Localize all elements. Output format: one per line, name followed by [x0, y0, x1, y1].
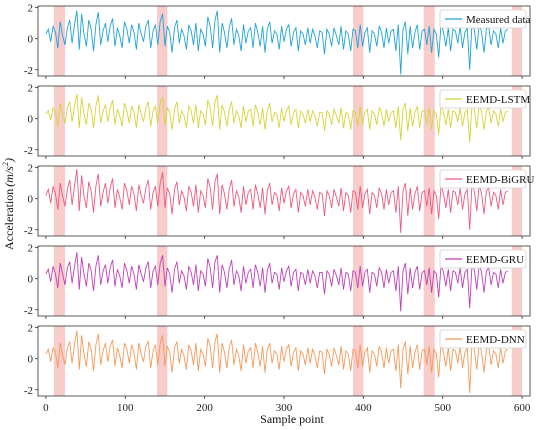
highlight-band — [511, 6, 523, 76]
highlight-band — [157, 86, 168, 156]
highlight-band — [423, 86, 435, 156]
y-tick-label: 2 — [28, 83, 34, 95]
subplot-4: -2 0 2 EEMD-DNN — [24, 323, 531, 399]
highlight-band — [53, 246, 65, 316]
y-tick-label: -2 — [24, 385, 33, 397]
highlight-band — [53, 6, 65, 76]
highlight-band — [353, 166, 364, 236]
highlight-band — [53, 166, 65, 236]
legend — [439, 89, 527, 109]
y-axis-label-exponent: 2 — [1, 162, 10, 166]
y-tick-label: 0 — [28, 114, 34, 126]
series-line — [45, 252, 509, 312]
y-tick-label: 0 — [28, 34, 34, 46]
x-tick-label: 0 — [43, 402, 49, 414]
legend — [439, 9, 527, 29]
highlight-band — [423, 326, 435, 396]
highlight-band — [157, 326, 168, 396]
highlight-band — [423, 246, 435, 316]
x-tick-label: 200 — [196, 402, 213, 414]
subplots: -2 0 2 Measured data -2 0 2 EEMD-LSTM -2 0 2 EEMD-B… — [24, 3, 535, 414]
subplot-2: -2 0 2 EEMD-BiGRU — [24, 163, 535, 239]
series-line — [45, 10, 509, 75]
highlight-band — [423, 6, 435, 76]
y-tick-label: 0 — [28, 354, 34, 366]
highlight-band — [157, 6, 168, 76]
series-line — [45, 330, 509, 393]
highlight-band — [157, 166, 168, 236]
legend — [439, 169, 527, 189]
highlight-band — [157, 246, 168, 316]
y-axis-label: Acceleration(m/s2) — [1, 158, 16, 250]
subplot-0: -2 0 2 Measured data — [24, 3, 531, 79]
x-tick-label: 400 — [355, 402, 372, 414]
legend — [439, 249, 527, 269]
y-axis-label-text: Acceleration — [2, 189, 16, 250]
subplot-1: -2 0 2 EEMD-LSTM — [24, 83, 531, 159]
y-tick-label: 2 — [28, 3, 34, 15]
highlight-band — [53, 86, 65, 156]
series-line — [45, 169, 509, 233]
legend-label: EEMD-GRU — [466, 254, 524, 266]
legend — [439, 329, 527, 349]
highlight-band — [511, 86, 523, 156]
legend-label: EEMD-DNN — [466, 334, 525, 346]
legend-label: EEMD-BiGRU — [466, 174, 535, 186]
y-tick-label: 0 — [28, 274, 34, 286]
x-tick-label: 300 — [276, 402, 293, 414]
subplot-3: -2 0 2 EEMD-GRU — [24, 243, 531, 319]
y-tick-label: 0 — [28, 194, 34, 206]
legend-label: Measured data — [466, 14, 531, 26]
y-tick-label: -2 — [24, 145, 33, 157]
x-tick-label: 500 — [434, 402, 451, 414]
y-tick-label: 2 — [28, 323, 34, 335]
highlight-band — [423, 166, 435, 236]
x-tick-label: 100 — [117, 402, 134, 414]
highlight-band — [511, 326, 523, 396]
highlight-band — [53, 326, 65, 396]
x-axis-label: Sample point — [260, 412, 324, 426]
y-tick-label: -2 — [24, 305, 33, 317]
y-tick-label: 2 — [28, 163, 34, 175]
y-tick-label: 2 — [28, 243, 34, 255]
legend-label: EEMD-LSTM — [466, 94, 530, 106]
x-tick-label: 600 — [514, 402, 531, 414]
highlight-band — [511, 246, 523, 316]
y-tick-label: -2 — [24, 65, 33, 77]
y-axis-label-unit: m/s — [2, 166, 16, 183]
y-tick-label: -2 — [24, 225, 33, 237]
highlight-band — [511, 166, 523, 236]
series-line — [45, 93, 509, 143]
